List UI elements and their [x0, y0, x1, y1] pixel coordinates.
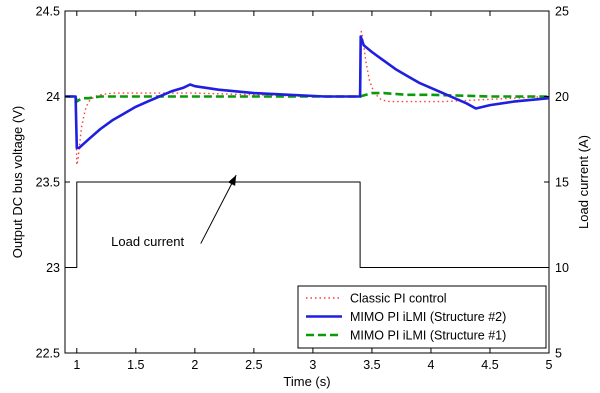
y-axis-label-left: Output DC bus voltage (V)	[10, 106, 25, 258]
y-tick-label-left: 24	[46, 90, 60, 104]
x-tick-label: 1.5	[127, 358, 144, 372]
x-tick-label: 2	[191, 358, 198, 372]
annotation-load-current: Load current	[111, 234, 184, 249]
y-tick-label-right: 15	[555, 176, 569, 190]
x-tick-label: 5	[546, 358, 553, 372]
y-tick-label-right: 25	[555, 5, 569, 19]
legend-entry-1: Classic PI control	[350, 292, 447, 306]
series-line-1	[65, 30, 549, 166]
legend: Classic PI control MIMO PI iLMI (Structur…	[297, 285, 547, 349]
annotation-arrow-head	[228, 175, 237, 186]
x-tick-label: 4	[427, 358, 434, 372]
y-tick-label-left: 22.5	[36, 347, 60, 361]
x-tick-label: 3.5	[363, 358, 380, 372]
y-tick-label-right: 5	[555, 347, 562, 361]
x-axis-label: Time (s)	[283, 374, 330, 389]
series-line-2	[65, 35, 549, 150]
y-tick-label-left: 23	[46, 261, 60, 275]
y-tick-label-left: 24.5	[36, 5, 60, 19]
y-tick-label-right: 20	[555, 90, 569, 104]
series-layer	[65, 30, 549, 268]
y-axis-label-right: Load current (A)	[576, 135, 591, 229]
y-tick-label-left: 23.5	[36, 176, 60, 190]
x-tick-label: 4.5	[481, 358, 498, 372]
x-tick-label: 1	[73, 358, 80, 372]
x-tick-label: 3	[309, 358, 316, 372]
series-line-4	[65, 181, 549, 268]
annotation-layer: Load current	[111, 174, 237, 249]
legend-entry-2: MIMO PI iLMI (Structure #2)	[350, 310, 506, 324]
ticks-layer: 1 1.5 2 2.5 3 3.5 4 4.5 522.52323.52424.55101520…	[36, 5, 569, 373]
legend-entry-3: MIMO PI iLMI (Structure #1)	[350, 329, 506, 343]
series-line-3	[65, 91, 549, 103]
annotation-arrow	[200, 174, 237, 244]
y-tick-label-right: 10	[555, 261, 569, 275]
x-tick-label: 2.5	[245, 358, 262, 372]
